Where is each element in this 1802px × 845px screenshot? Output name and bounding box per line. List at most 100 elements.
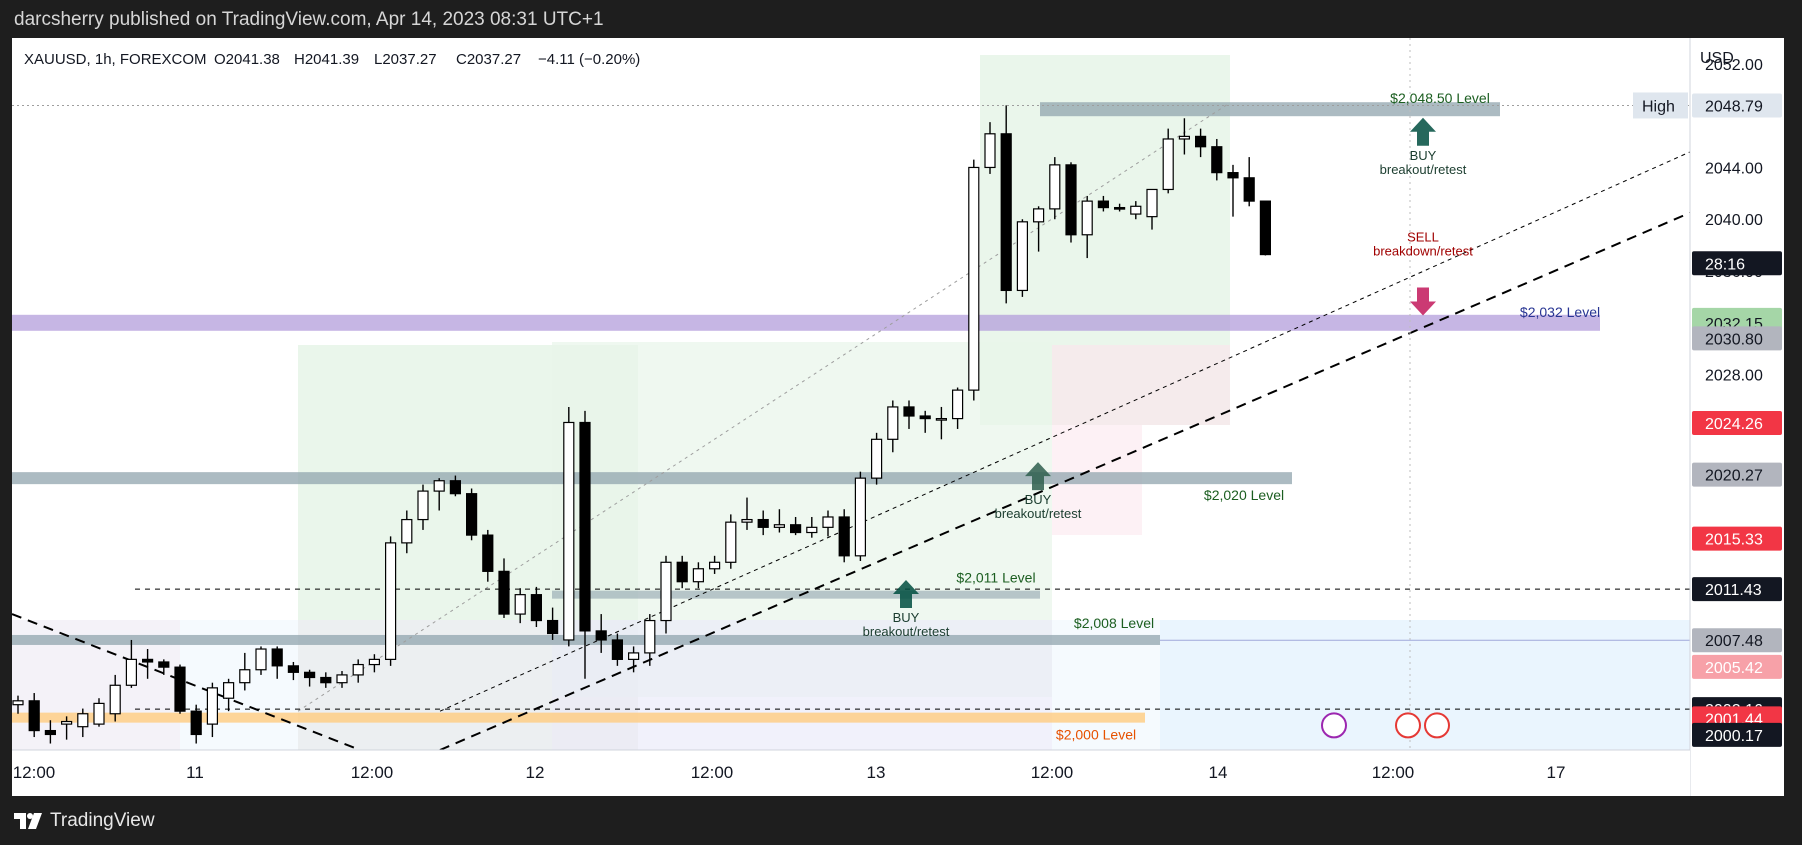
- candle: [1065, 164, 1077, 236]
- candle: [1259, 200, 1272, 256]
- candle: [595, 630, 607, 641]
- candle: [789, 524, 802, 534]
- level-label: $2,011 Level: [956, 570, 1035, 586]
- candle: [838, 516, 850, 557]
- candle: [239, 669, 251, 684]
- time-tick: 12:00: [13, 763, 56, 782]
- candle: [708, 561, 721, 570]
- candle: [1081, 200, 1093, 236]
- level-band: [12, 314, 1600, 331]
- tradingview-logo[interactable]: TradingView: [14, 810, 155, 832]
- candle: [951, 389, 964, 420]
- candle: [822, 516, 834, 528]
- price-label-text: 2030.80: [1705, 331, 1763, 348]
- candle: [546, 619, 559, 635]
- candle: [44, 729, 57, 736]
- candle: [449, 480, 461, 495]
- candle: [1194, 135, 1207, 148]
- candle: [1211, 146, 1223, 174]
- candle: [466, 493, 478, 536]
- candle: [498, 570, 510, 615]
- candle: [271, 648, 283, 667]
- time-tick: 12: [526, 763, 545, 782]
- candle: [1049, 164, 1061, 210]
- candle: [109, 684, 121, 715]
- candle: [1000, 133, 1012, 292]
- price-label-text: 2020.27: [1705, 468, 1763, 485]
- price-label-text: 2024.26: [1705, 416, 1763, 433]
- candle: [482, 534, 494, 572]
- trend-lines: [11, 38, 1691, 751]
- candle: [142, 658, 154, 663]
- price-label: [1692, 654, 1782, 679]
- event-icon: [1395, 712, 1421, 739]
- candle: [93, 702, 105, 725]
- candle: [984, 133, 996, 169]
- price-chart[interactable]: $2,048.50 Level $2,032 Level $2,020 Level $…: [0, 0, 1802, 800]
- candle: [60, 720, 73, 725]
- annotation-label: breakout/retest: [995, 506, 1082, 521]
- annotation-label: SELL: [1407, 229, 1439, 244]
- candle: [806, 526, 818, 534]
- candle: [1032, 208, 1045, 223]
- buy-arrow-icon: [893, 579, 919, 608]
- candle: [660, 561, 672, 622]
- candle: [190, 710, 202, 736]
- sell-arrow-icon: [1410, 287, 1436, 316]
- candle: [174, 666, 186, 712]
- candle: [579, 421, 591, 632]
- level-bands: $2,048.50 Level $2,032 Level $2,020 Level $…: [12, 90, 1600, 743]
- candle: [1097, 200, 1110, 209]
- annotation-label: BUY: [893, 610, 920, 625]
- legend-close: C2037.27: [456, 51, 521, 68]
- price-label: [1692, 722, 1782, 747]
- currency-label: USD: [1700, 50, 1734, 67]
- candle: [28, 700, 40, 732]
- candles: [12, 105, 1272, 744]
- time-axis[interactable]: 12:00 11 12:00 12 12:00 13 12:00 14 12:00 17: [12, 749, 1690, 796]
- price-label: [1692, 410, 1782, 435]
- level-band: [12, 712, 1145, 723]
- price-tick: 2044.00: [1705, 160, 1763, 177]
- candle: [401, 518, 413, 544]
- level-band: [1040, 102, 1500, 117]
- time-tick: 12:00: [1372, 763, 1415, 782]
- candle: [854, 477, 867, 557]
- event-icon: [1321, 712, 1347, 739]
- candle: [433, 480, 445, 492]
- time-axis-panel: [12, 750, 1690, 796]
- high-tag: [1633, 92, 1688, 119]
- candle: [692, 568, 705, 583]
- level-label: $2,000 Level: [1056, 727, 1136, 743]
- candle: [1146, 188, 1158, 218]
- price-label-text: 28:16: [1705, 256, 1745, 273]
- candle: [1162, 138, 1174, 191]
- price-tick: 2052.00: [1705, 57, 1763, 74]
- candle: [870, 438, 883, 479]
- candle: [352, 663, 364, 676]
- price-axis[interactable]: USD2052.002044.002040.002036.002028.0020…: [1633, 38, 1784, 796]
- downtrend-line: [11, 613, 361, 751]
- tradingview-icon: [14, 813, 42, 829]
- candle: [255, 648, 267, 671]
- annotation-label: BUY: [1025, 492, 1052, 507]
- annotations: BUYbreakout/retestSELLbreakdown/retestBU…: [863, 117, 1473, 739]
- candle: [725, 521, 737, 563]
- legend-change: −4.11 (−0.20%): [538, 51, 640, 68]
- symbol-legend: XAUUSD, 1h, FOREXCOM O2041.38 H2041.39 L…: [24, 51, 640, 68]
- price-label-text: 2011.43: [1705, 582, 1762, 599]
- price-label: [1692, 577, 1782, 602]
- level-band: [12, 634, 1160, 645]
- candle: [773, 524, 786, 528]
- candle: [158, 661, 170, 668]
- annotation-label: breakout/retest: [1380, 162, 1467, 177]
- level-label: $2,048.50 Level: [1390, 90, 1490, 106]
- price-label: [1692, 93, 1782, 118]
- level-label: $2,020 Level: [1204, 487, 1284, 503]
- candle: [1178, 135, 1191, 140]
- candle: [757, 518, 769, 528]
- candle: [1227, 172, 1239, 179]
- candle: [287, 665, 299, 673]
- price-label: [1692, 462, 1782, 487]
- annotation-label: BUY: [1410, 148, 1437, 163]
